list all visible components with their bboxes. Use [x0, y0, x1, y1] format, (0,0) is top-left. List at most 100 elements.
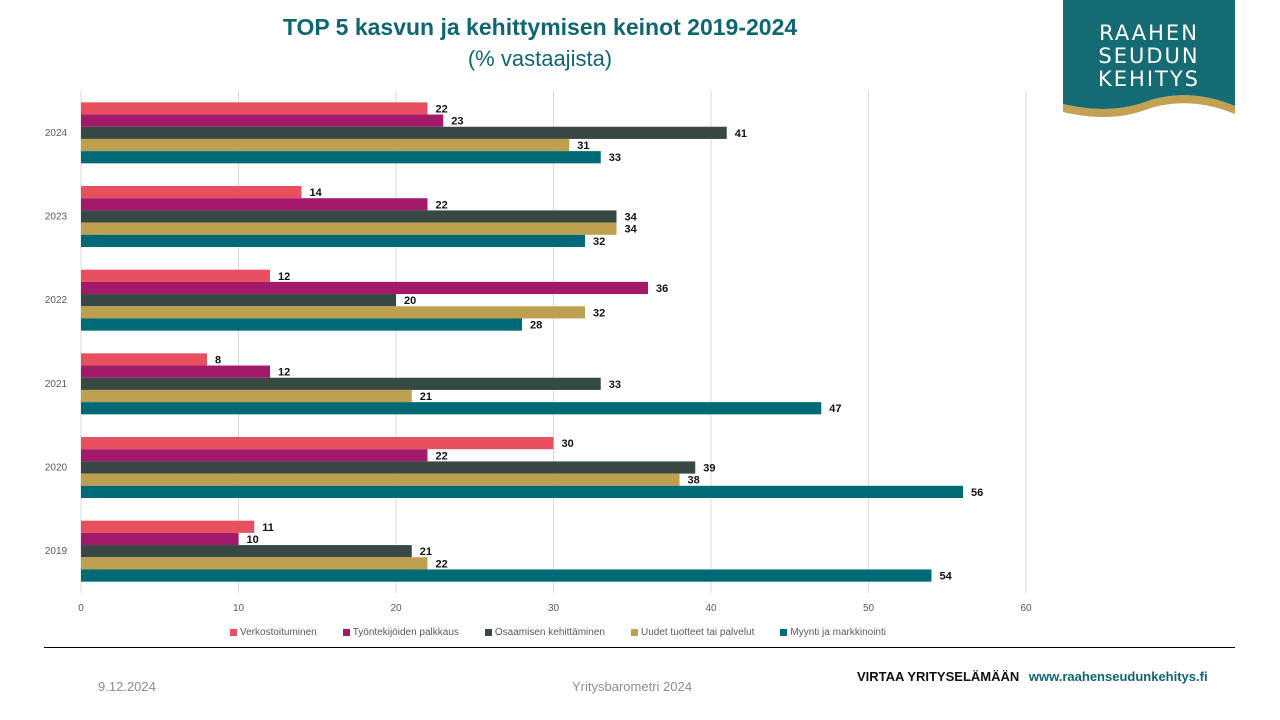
legend-swatch [780, 629, 788, 636]
x-tick-label: 60 [1020, 603, 1032, 614]
data-label: 8 [215, 354, 221, 366]
bar [81, 186, 302, 199]
data-label: 34 [625, 224, 638, 236]
y-category-label: 2019 [45, 546, 68, 557]
bar [81, 461, 696, 474]
x-tick-label: 50 [863, 603, 875, 614]
bar [81, 269, 270, 282]
bar [81, 281, 648, 295]
data-label: 36 [656, 283, 668, 295]
legend-label: Osaamisen kehittäminen [494, 627, 605, 638]
bar [81, 210, 617, 223]
legend-swatch [484, 629, 492, 636]
bar [81, 532, 239, 546]
bar [81, 473, 680, 486]
logo-text: RAAHEN SEUDUN KEHITYS [1063, 22, 1235, 91]
bar [81, 353, 207, 366]
data-label: 54 [940, 571, 953, 583]
x-tick-label: 10 [233, 603, 245, 614]
data-label: 32 [593, 236, 605, 248]
bar [81, 545, 412, 558]
bar [81, 557, 428, 570]
bar [81, 114, 444, 127]
y-category-label: 2020 [45, 463, 68, 474]
footer-date: 9.12.2024 [98, 679, 156, 694]
logo-line-1: RAAHEN [1099, 21, 1199, 45]
data-label: 10 [247, 534, 259, 546]
legend-swatch [630, 629, 638, 636]
data-label: 22 [436, 199, 448, 211]
data-label: 12 [278, 367, 290, 379]
footer-divider [44, 647, 1235, 648]
bar [81, 126, 727, 139]
legend-label: Uudet tuotteet tai palvelut [640, 627, 755, 638]
bar [81, 437, 554, 450]
logo-panel [1063, 0, 1235, 109]
legend-item: Uudet tuotteet tai palvelut [630, 627, 755, 638]
logo-line-3: KEHITYS [1097, 67, 1200, 91]
logo-line-2: SEUDUN [1098, 44, 1200, 68]
bar [81, 198, 428, 211]
bar [81, 569, 932, 582]
chart-legend: Verkostoituminen Työntekijöiden palkkaus O… [0, 627, 1108, 638]
legend-label: Myynti ja markkinointi [790, 627, 886, 638]
bar [81, 449, 428, 462]
logo-background [1063, 0, 1235, 117]
data-label: 12 [278, 271, 290, 283]
x-tick-label: 20 [390, 603, 402, 614]
data-label: 21 [420, 391, 432, 403]
data-label: 14 [310, 187, 323, 199]
bar [81, 520, 255, 533]
bar [81, 318, 522, 331]
data-label: 31 [577, 140, 589, 152]
bar [81, 151, 601, 164]
bar [81, 402, 822, 415]
legend-item: Työntekijöiden palkkaus [342, 627, 459, 638]
data-label: 34 [625, 212, 638, 224]
footer-branding: VIRTAA YRITYSELÄMÄÄN www.raahenseudunkeh… [857, 669, 1208, 684]
legend-item: Osaamisen kehittäminen [484, 627, 605, 638]
legend-item: Myynti ja markkinointi [780, 627, 886, 638]
legend-swatch [342, 629, 350, 636]
logo-wave [1063, 95, 1235, 117]
data-label: 22 [436, 450, 448, 462]
data-label: 41 [735, 128, 747, 140]
y-category-label: 2022 [45, 295, 68, 306]
data-label: 38 [688, 475, 700, 487]
data-label: 22 [436, 558, 448, 570]
data-label: 23 [451, 116, 463, 128]
bar [81, 306, 585, 319]
data-label: 39 [703, 463, 715, 475]
data-label: 33 [609, 152, 621, 164]
chart-title-block: TOP 5 kasvun ja kehittymisen keinot 2019… [0, 12, 1080, 74]
bar [81, 365, 270, 378]
data-label: 20 [404, 295, 416, 307]
legend-label: Verkostoituminen [240, 627, 317, 638]
chart-subtitle: (% vastaajista) [467, 46, 613, 71]
bar [81, 138, 570, 152]
bar [81, 377, 601, 390]
x-tick-label: 0 [78, 603, 84, 614]
bar [81, 234, 585, 247]
data-label: 21 [420, 546, 432, 558]
footer-slogan: VIRTAA YRITYSELÄMÄÄN [857, 669, 1020, 684]
legend-item: Verkostoituminen [230, 627, 317, 638]
bar [81, 222, 617, 235]
data-label: 56 [971, 487, 983, 499]
data-label: 47 [829, 403, 841, 415]
data-label: 32 [593, 307, 605, 319]
x-tick-label: 40 [705, 603, 717, 614]
data-label: 11 [262, 522, 274, 534]
footer-report-name: Yritysbarometri 2024 [572, 679, 692, 694]
bar [81, 485, 963, 498]
data-label: 22 [436, 103, 448, 115]
chart-title: TOP 5 kasvun ja kehittymisen keinot 2019… [282, 14, 798, 40]
bar [81, 102, 428, 115]
legend-swatch [230, 629, 237, 636]
y-category-label: 2024 [45, 128, 68, 139]
footer-url-link[interactable]: www.raahenseudunkehitys.fi [1028, 669, 1208, 684]
bar [81, 389, 412, 403]
legend-label: Työntekijöiden palkkaus [352, 627, 459, 638]
bar [81, 294, 396, 307]
